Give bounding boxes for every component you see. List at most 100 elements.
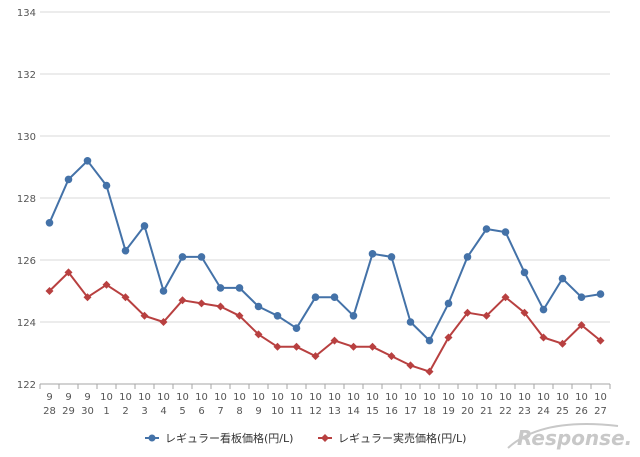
x-tick-month-8: 10 bbox=[195, 392, 208, 403]
x-tick-month-20: 10 bbox=[423, 392, 436, 403]
x-tick-day-27: 25 bbox=[556, 406, 569, 417]
x-axis-tick-labels: 9 28 9 29 9 30 10 1 10 2 10 3 10 4 10 5 10 6 10 7 10 8 10 9 10 10… bbox=[43, 392, 607, 417]
x-tick-month-22: 10 bbox=[461, 392, 474, 403]
series-0-point-3 bbox=[102, 181, 111, 190]
series-0-point-18 bbox=[387, 253, 396, 261]
x-tick-day-4: 2 bbox=[122, 406, 128, 417]
series-1-point-26 bbox=[539, 333, 548, 342]
x-tick-day-24: 22 bbox=[499, 406, 512, 417]
x-tick-month-24: 10 bbox=[499, 392, 512, 403]
series-0-point-28 bbox=[577, 293, 586, 302]
series-1-point-17 bbox=[368, 342, 377, 351]
series-1-point-10 bbox=[235, 311, 244, 320]
x-tick-day-11: 9 bbox=[255, 406, 261, 417]
series-0-point-23 bbox=[482, 225, 491, 233]
x-tick-day-12: 10 bbox=[271, 406, 284, 417]
y-tick-label-128: 128 bbox=[17, 194, 36, 205]
x-tick-day-18: 16 bbox=[385, 406, 398, 417]
series-1-point-5 bbox=[140, 311, 149, 320]
gridlines bbox=[40, 11, 610, 323]
x-tick-day-29: 27 bbox=[594, 406, 607, 417]
x-tick-month-29: 10 bbox=[594, 392, 607, 403]
series-1-point-18 bbox=[387, 352, 396, 361]
series-0-point-8 bbox=[197, 253, 206, 261]
x-tick-month-21: 10 bbox=[442, 392, 455, 403]
series-layer bbox=[45, 157, 605, 376]
x-tick-month-7: 10 bbox=[176, 392, 189, 403]
series-0-point-2 bbox=[83, 157, 92, 165]
x-tick-day-28: 26 bbox=[575, 406, 588, 417]
x-tick-day-15: 13 bbox=[328, 406, 341, 417]
series-0-point-20 bbox=[425, 336, 434, 345]
series-1-point-11 bbox=[254, 330, 263, 339]
series-0-point-14 bbox=[311, 293, 320, 302]
series-0-point-7 bbox=[178, 253, 187, 261]
series-1-point-7 bbox=[178, 296, 187, 305]
x-tick-month-4: 10 bbox=[119, 392, 132, 403]
series-0-point-29 bbox=[596, 290, 605, 298]
x-tick-month-23: 10 bbox=[480, 392, 493, 403]
x-tick-month-10: 10 bbox=[233, 392, 246, 403]
series-0-point-26 bbox=[539, 305, 548, 314]
series-1-point-6 bbox=[159, 318, 168, 326]
series-1-point-20 bbox=[425, 367, 434, 376]
series-0-point-13 bbox=[292, 324, 301, 333]
x-tick-month-27: 10 bbox=[556, 392, 569, 403]
series-1-point-29 bbox=[596, 336, 605, 345]
series-1-point-19 bbox=[406, 361, 415, 370]
legend-label-0: レギュラー看板価格(円/L) bbox=[165, 431, 293, 445]
series-0-point-6 bbox=[159, 287, 168, 295]
x-tick-day-3: 1 bbox=[103, 406, 109, 417]
series-1-point-9 bbox=[216, 302, 225, 311]
legend: レギュラー看板価格(円/L) レギュラー実売価格(円/L) bbox=[145, 431, 466, 445]
series-0-point-10 bbox=[235, 284, 244, 292]
x-tick-day-7: 5 bbox=[179, 406, 185, 417]
series-1-point-16 bbox=[349, 342, 358, 351]
series-1-point-25 bbox=[520, 308, 529, 317]
x-tick-day-0: 28 bbox=[43, 406, 56, 417]
x-tick-day-25: 23 bbox=[518, 406, 531, 417]
series-1-point-2 bbox=[83, 293, 92, 302]
series-0-point-16 bbox=[349, 312, 358, 320]
x-tick-day-5: 3 bbox=[141, 406, 147, 417]
y-tick-label-122: 122 bbox=[17, 380, 36, 391]
x-tick-month-15: 10 bbox=[328, 392, 341, 403]
x-tick-month-16: 10 bbox=[347, 392, 360, 403]
x-tick-month-28: 10 bbox=[575, 392, 588, 403]
x-tick-day-1: 29 bbox=[62, 406, 75, 417]
x-tick-day-16: 14 bbox=[347, 406, 360, 417]
series-0-point-22 bbox=[463, 253, 472, 261]
x-tick-day-14: 12 bbox=[309, 406, 322, 417]
series-0-point-21 bbox=[444, 299, 453, 308]
x-tick-month-3: 10 bbox=[100, 392, 113, 403]
x-tick-month-26: 10 bbox=[537, 392, 550, 403]
series-0-point-0 bbox=[45, 219, 54, 227]
watermark-text: Response. bbox=[517, 426, 632, 450]
series-0-point-25 bbox=[520, 268, 529, 277]
series-1-point-14 bbox=[311, 352, 320, 361]
response-watermark-logo: Response. bbox=[507, 423, 632, 450]
x-tick-month-17: 10 bbox=[366, 392, 379, 403]
x-tick-month-25: 10 bbox=[518, 392, 531, 403]
series-0-point-9 bbox=[216, 284, 225, 292]
series-1-point-23 bbox=[482, 311, 491, 320]
x-tick-month-13: 10 bbox=[290, 392, 303, 403]
series-line-1 bbox=[48, 271, 602, 373]
x-tick-month-2: 9 bbox=[84, 392, 90, 403]
series-1-point-27 bbox=[558, 339, 567, 348]
series-0-point-5 bbox=[140, 222, 149, 230]
y-tick-label-126: 126 bbox=[17, 256, 36, 267]
x-tick-day-22: 20 bbox=[461, 406, 474, 417]
series-1-point-15 bbox=[330, 336, 339, 345]
series-1-point-0 bbox=[45, 287, 54, 295]
series-1-point-13 bbox=[292, 342, 301, 351]
series-0-point-17 bbox=[368, 250, 377, 258]
series-1-point-22 bbox=[463, 308, 472, 317]
series-1-point-24 bbox=[501, 293, 510, 302]
x-tick-month-14: 10 bbox=[309, 392, 322, 403]
series-0-point-19 bbox=[406, 318, 415, 326]
legend-label-1: レギュラー実売価格(円/L) bbox=[338, 431, 466, 445]
x-tick-month-6: 10 bbox=[157, 392, 170, 403]
x-tick-day-6: 4 bbox=[160, 406, 166, 417]
